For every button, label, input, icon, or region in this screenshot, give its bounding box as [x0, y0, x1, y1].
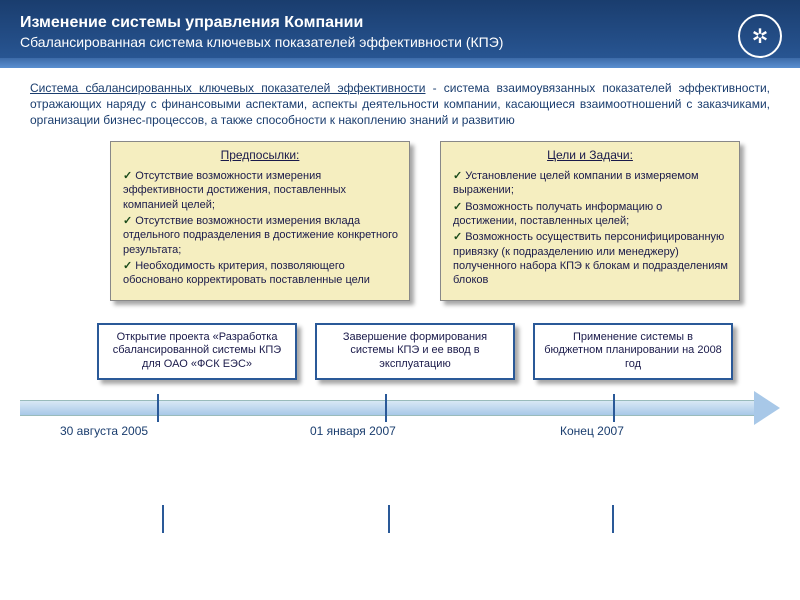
milestone-box: Открытие проекта «Разработка сбалансиров… [97, 323, 297, 380]
info-columns: Предпосылки: Отсутствие возможности изме… [0, 137, 800, 309]
timeline-dates: 30 августа 2005 01 января 2007 Конец 200… [0, 422, 800, 442]
list-item: Возможность получать информацию о достиж… [453, 200, 729, 229]
list-item: Отсутствие возможности измерения эффекти… [123, 169, 399, 212]
goals-box: Цели и Задачи: Установление целей компан… [440, 141, 740, 301]
connector-line [612, 505, 614, 533]
slide-header: Изменение системы управления Компании Сб… [0, 0, 800, 68]
timeline-date: Конец 2007 [560, 424, 624, 438]
prerequisites-box: Предпосылки: Отсутствие возможности изме… [110, 141, 410, 301]
header-title: Изменение системы управления Компании [20, 14, 780, 32]
timeline-arrowhead-icon [754, 391, 780, 425]
header-stripe [0, 58, 800, 68]
prerequisites-title: Предпосылки: [121, 148, 399, 164]
timeline-tick [613, 394, 615, 422]
list-item: Отсутствие возможности измерения вклада … [123, 214, 399, 257]
timeline-date: 01 января 2007 [310, 424, 396, 438]
company-logo-icon: ✲ [738, 14, 782, 58]
timeline [20, 394, 780, 422]
timeline-bar [20, 400, 754, 416]
list-item: Возможность осуществить персонифицирован… [453, 230, 729, 287]
timeline-tick [157, 394, 159, 422]
connector-line [162, 505, 164, 533]
milestone-box: Применение системы в бюджетном планирова… [533, 323, 733, 380]
goals-title: Цели и Задачи: [451, 148, 729, 164]
timeline-tick [385, 394, 387, 422]
intro-underlined: Система сбалансированных ключевых показа… [30, 81, 425, 95]
list-item: Установление целей компании в измеряемом… [453, 169, 729, 198]
milestone-row: Открытие проекта «Разработка сбалансиров… [0, 309, 800, 380]
header-subtitle: Сбалансированная система ключевых показа… [20, 34, 780, 50]
intro-paragraph: Система сбалансированных ключевых показа… [0, 68, 800, 137]
goals-list: Установление целей компании в измеряемом… [451, 169, 729, 287]
connector-line [388, 505, 390, 533]
list-item: Необходимость критерия, позволяющего обо… [123, 259, 399, 288]
milestone-box: Завершение формирования системы КПЭ и ее… [315, 323, 515, 380]
timeline-date: 30 августа 2005 [60, 424, 148, 438]
prerequisites-list: Отсутствие возможности измерения эффекти… [121, 169, 399, 287]
